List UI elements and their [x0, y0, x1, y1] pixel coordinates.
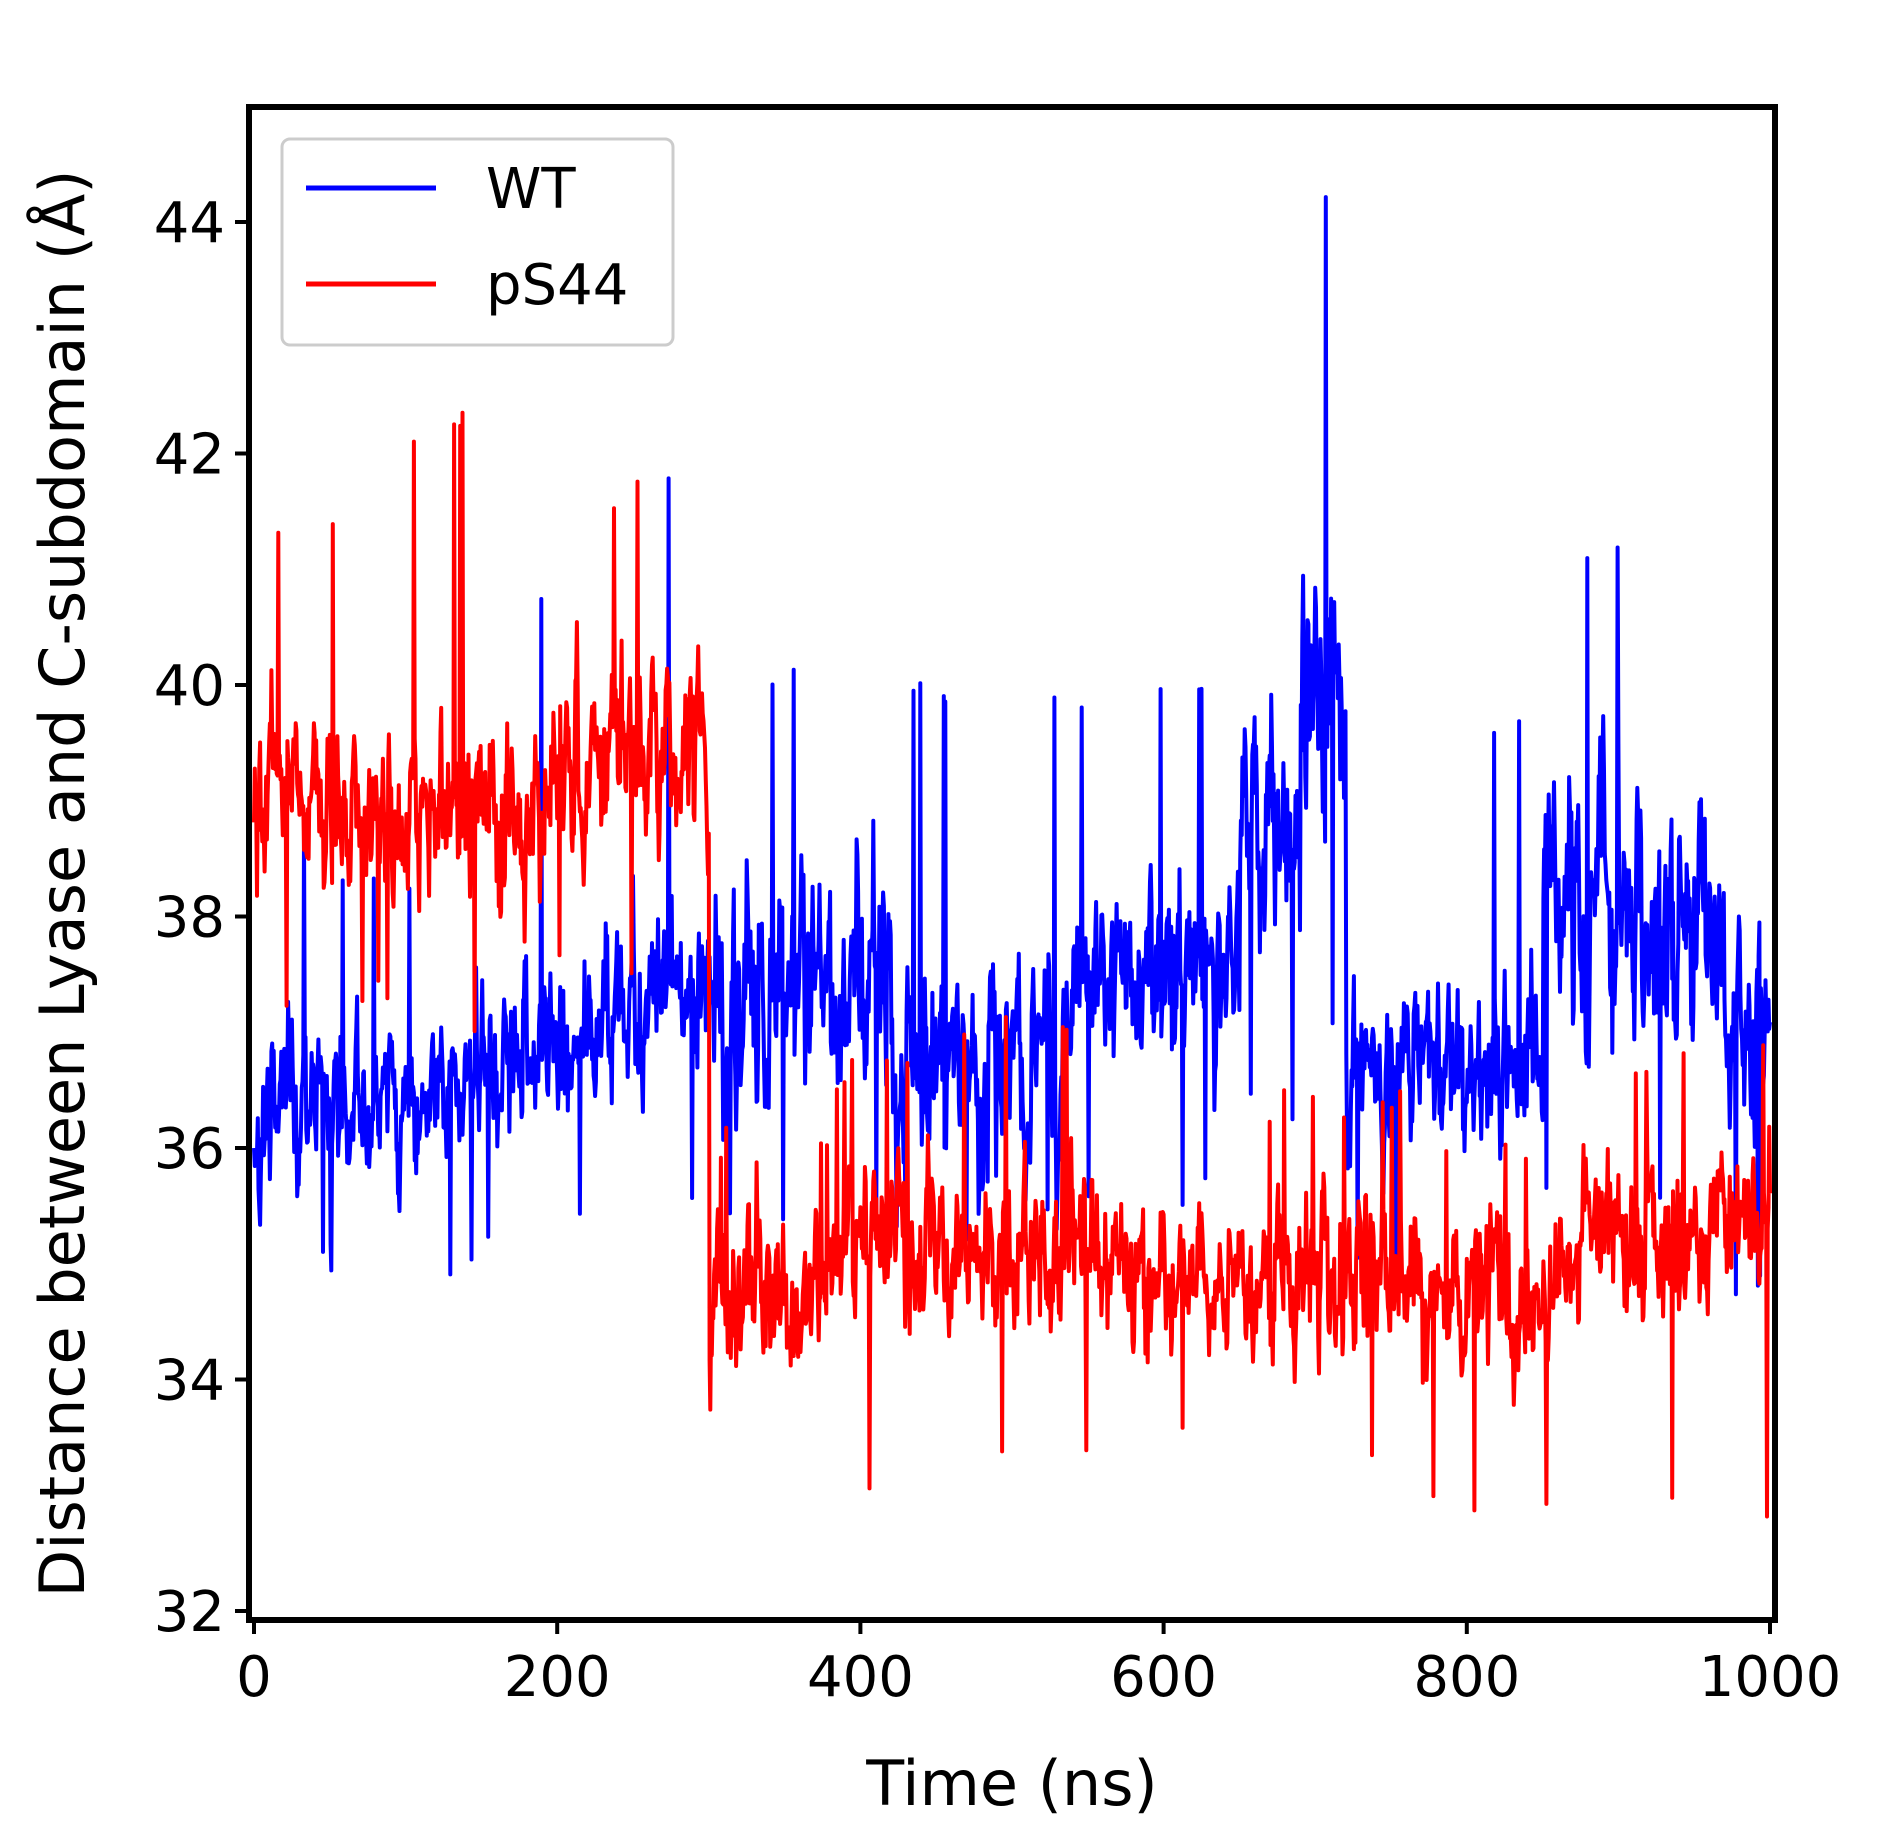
- x-tick-label: 600: [1110, 1645, 1217, 1710]
- y-tick-label: 34: [154, 1349, 225, 1414]
- x-tick-label: 0: [236, 1645, 272, 1710]
- x-tick-label: 800: [1413, 1645, 1520, 1710]
- y-tick-label: 38: [154, 886, 225, 951]
- legend-label-wt: WT: [486, 157, 576, 222]
- y-tick-label: 44: [154, 191, 225, 256]
- y-tick-label: 32: [154, 1580, 225, 1645]
- x-tick-label: 200: [504, 1645, 611, 1710]
- series-line-ps44: [252, 410, 1772, 1519]
- y-tick-label: 42: [154, 423, 225, 488]
- plot-frame: [246, 104, 1778, 1623]
- legend: WT pS44: [280, 137, 675, 347]
- axes-layer: 0 200 400 600 800 1000 32 34 36 38 40 42 44: [154, 104, 1842, 1710]
- legend-label-ps44: pS44: [486, 253, 628, 318]
- series-line-wt: [252, 195, 1772, 1297]
- y-axis-title: Distance between Lyase and C-subdomain (…: [26, 170, 99, 1598]
- series-layer: [252, 195, 1772, 1519]
- y-tick-label: 36: [154, 1117, 225, 1182]
- x-tick-label: 400: [807, 1645, 914, 1710]
- x-tick-label: 1000: [1699, 1645, 1842, 1710]
- x-axis-title: Time (ns): [865, 1747, 1157, 1820]
- y-tick-label: 40: [154, 654, 225, 719]
